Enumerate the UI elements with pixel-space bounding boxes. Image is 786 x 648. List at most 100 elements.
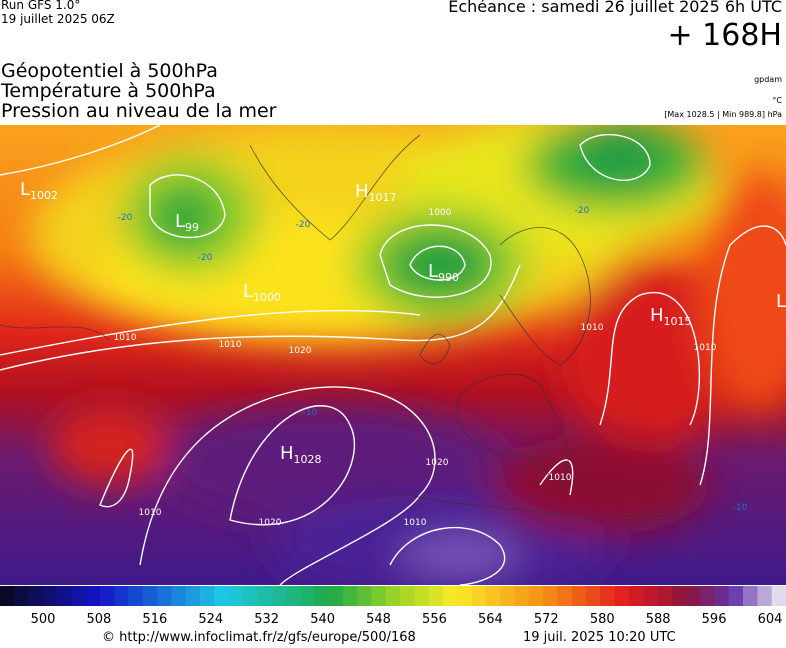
colorbar-swatch (300, 586, 315, 606)
center-value: 99 (185, 221, 199, 234)
map: L1002L99H1017L990L1000H1015H1028L1010101… (0, 125, 786, 585)
isobars (0, 125, 786, 585)
center-value: 1028 (294, 453, 322, 466)
center-letter: L (20, 179, 30, 200)
title: Géopotentiel à 500hPa (1, 60, 218, 82)
colorbar-label: 548 (366, 612, 391, 625)
center-value: 1017 (369, 191, 397, 204)
center-value: 990 (438, 271, 459, 284)
colorbar-swatch (614, 586, 630, 606)
colorbar-swatch (228, 586, 244, 606)
colorbar-swatch (185, 586, 201, 606)
colorbar-swatch (428, 586, 444, 606)
pressure-center: L990 (428, 261, 459, 284)
colorbar-swatch (257, 586, 272, 606)
colorbar-swatch (100, 586, 115, 606)
generated: 19 juil. 2025 10:20 UTC (523, 630, 676, 645)
colorbar-swatch (600, 586, 615, 606)
colorbar-swatch (285, 586, 301, 606)
colorbar-swatch (328, 586, 344, 606)
colorbar-label: 596 (702, 612, 727, 625)
colorbar: 500 508 516 524 532 540 548 556 564 572 580 588 596 6… (0, 586, 786, 625)
center-letter: L (428, 261, 438, 282)
center-letter: L (243, 281, 253, 302)
center-value: 1000 (253, 291, 281, 304)
pressure-center: L (776, 291, 786, 312)
contour-label: 1020 (289, 346, 312, 356)
contour-label: -10 (303, 408, 318, 418)
colorbar-label: 580 (590, 612, 615, 625)
contour-label: 1010 (114, 333, 137, 343)
unit: °C (772, 96, 782, 105)
colorbar-label: 524 (198, 612, 223, 625)
pressure-center: H1028 (280, 443, 322, 466)
unit: [Max 1028.5 | Min 989.8] hPa (664, 110, 782, 119)
colorbar-swatch (500, 586, 515, 606)
run-date: 19 juillet 2025 06Z (1, 12, 115, 26)
colorbar-swatch (643, 586, 658, 606)
colorbar-swatch (214, 586, 229, 606)
center-letter: H (280, 443, 294, 464)
contour-label: -20 (198, 253, 213, 263)
colorbar-swatch (528, 586, 544, 606)
contour-label: -20 (575, 206, 590, 216)
colorbar-swatch (342, 586, 358, 606)
center-letter: L (776, 291, 786, 312)
colorbar-swatch (242, 586, 258, 606)
contour-label: 1020 (426, 458, 449, 468)
contour-label: 1010 (581, 323, 604, 333)
colorbar-swatch (657, 586, 672, 606)
contour-label: -20 (118, 213, 133, 223)
colorbar-swatch (57, 586, 72, 606)
colorbar-swatch (728, 586, 744, 606)
center-value: 1015 (664, 315, 692, 328)
source: © http://www.infoclimat.fr/z/gfs/europe/… (102, 630, 416, 645)
center-letter: H (650, 305, 664, 326)
contour-label: 1020 (259, 518, 282, 528)
colorbar-swatch (443, 586, 458, 606)
colorbar-swatch (385, 586, 401, 606)
colorbar-swatch (14, 586, 29, 606)
colorbar-swatch (357, 586, 372, 606)
colorbar-swatch (414, 586, 430, 606)
valid-time: Echéance : samedi 26 juillet 2025 6h UTC (448, 0, 782, 16)
title: Pression au niveau de la mer (1, 100, 277, 122)
colorbar-swatch (514, 586, 530, 606)
pressure-center: L1002 (20, 179, 58, 202)
colorbar-label: 532 (254, 612, 279, 625)
colorbar-swatch (85, 586, 101, 606)
colorbar-swatch (628, 586, 644, 606)
colorbar-label: 500 (31, 612, 56, 625)
colorbar-swatch (0, 586, 15, 606)
colorbar-swatch (142, 586, 158, 606)
colorbar-swatch (157, 586, 172, 606)
lead-time: + 168H (667, 18, 783, 53)
contour-label: 1010 (404, 518, 427, 528)
colorbar-label: 572 (534, 612, 559, 625)
colorbar-swatch (585, 586, 601, 606)
contour-label: 1010 (219, 340, 242, 350)
colorbar-swatch (543, 586, 558, 606)
colorbar-swatch (485, 586, 501, 606)
colorbar-swatch (557, 586, 572, 606)
center-letter: L (175, 211, 185, 232)
colorbar-swatch (471, 586, 487, 606)
colorbar-swatch (271, 586, 287, 606)
colorbar-swatch (171, 586, 187, 606)
contour-label: 1010 (549, 473, 572, 483)
title: Température à 500hPa (1, 80, 216, 102)
colorbar-swatch (685, 586, 701, 606)
contour-label: -10 (733, 503, 748, 513)
contour-label: 1000 (429, 208, 452, 218)
pressure-center: L99 (175, 211, 199, 234)
colorbar-label: 556 (422, 612, 447, 625)
colorbar-swatch (371, 586, 387, 606)
colorbar-swatch (71, 586, 87, 606)
center-letter: H (355, 181, 369, 202)
pressure-center: H1017 (355, 181, 397, 204)
colorbar-swatch (700, 586, 715, 606)
colorbar-label: 508 (87, 612, 112, 625)
colorbar-swatch (128, 586, 144, 606)
center-value: 1002 (30, 189, 58, 202)
